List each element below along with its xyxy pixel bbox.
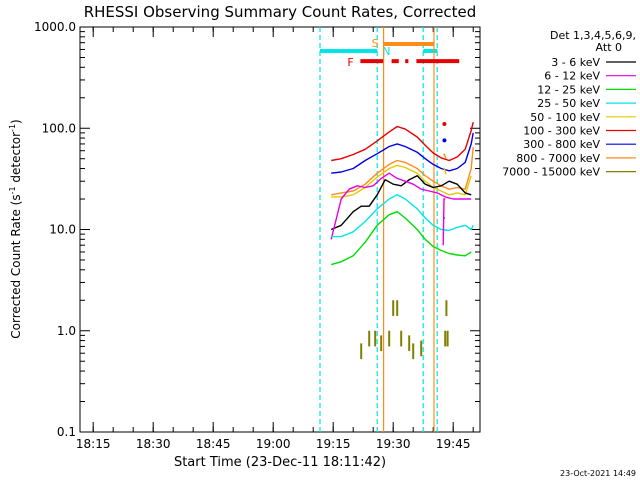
y-axis-label-middle: detector (9, 132, 23, 187)
legend-label: 50 - 100 keV (530, 111, 600, 124)
y-tick-label: 1.0 (57, 324, 76, 338)
x-tick-label: 19:45 (436, 437, 471, 451)
y-axis-label-end: ) (9, 119, 23, 124)
y-axis-label-start: Corrected Count Rate (s (9, 194, 23, 338)
y-tick-label: 10.0 (49, 223, 76, 237)
footer-timestamp: 23-Oct-2021 14:49 (560, 469, 636, 478)
y-axis: 0.1 1.0 10.0 100.0 1000.0 (34, 20, 480, 439)
x-tick-label: 19:00 (256, 437, 291, 451)
series-line (331, 164, 472, 198)
legend-header-detectors: Det 1,3,4,5,6,9, (550, 29, 636, 42)
series-group (330, 121, 474, 360)
flare-flag-label: F (347, 56, 353, 69)
legend-label: 3 - 6 keV (551, 56, 600, 69)
series-line (330, 175, 472, 231)
series-line (331, 194, 474, 238)
legend-label: 6 - 12 keV (544, 70, 600, 83)
series-line (331, 132, 474, 174)
x-axis-label: Start Time (23-Dec-11 18:11:42) (174, 455, 386, 470)
y-tick-label: 0.1 (57, 425, 76, 439)
x-tick-label: 18:30 (136, 437, 171, 451)
y-axis-label: Corrected Count Rate (s-1 detector-1) (8, 119, 23, 338)
series-point (442, 138, 447, 143)
x-tick-label: 19:30 (376, 437, 411, 451)
y-tick-label: 100.0 (42, 121, 76, 135)
y-axis-label-exponent-1: -1 (8, 186, 17, 194)
x-tick-label: 18:45 (196, 437, 231, 451)
x-tick-label: 18:15 (76, 437, 111, 451)
legend-header-attenuator: Att 0 (596, 41, 622, 54)
legend-label: 12 - 25 keV (537, 83, 600, 96)
plot-frame (79, 26, 481, 433)
series-line (331, 211, 472, 266)
legend-label: 7000 - 15000 keV (502, 166, 600, 179)
state-flags: NS F (319, 27, 460, 432)
series-line (330, 172, 472, 240)
x-axis: 18:15 18:30 18:45 19:00 19:15 19:30 19:45 (76, 27, 474, 451)
chart-title: RHESSI Observing Summary Count Rates, Co… (84, 3, 477, 21)
night-flag-label: N (382, 45, 390, 58)
series-line (331, 121, 474, 162)
saa-flag-label: S (372, 37, 379, 50)
series-line (442, 198, 446, 246)
x-tick-label: 19:15 (316, 437, 351, 451)
y-tick-label: 1000.0 (34, 20, 76, 34)
series-line (443, 153, 447, 159)
legend-label: 800 - 7000 keV (516, 152, 600, 165)
y-axis-label-exponent-2: -1 (8, 124, 17, 132)
legend-label: 300 - 800 keV (523, 138, 600, 151)
series-line (443, 167, 447, 175)
legend-label: 100 - 300 keV (523, 125, 600, 138)
series-point (442, 122, 447, 127)
legend-label: 25 - 50 keV (537, 97, 600, 110)
